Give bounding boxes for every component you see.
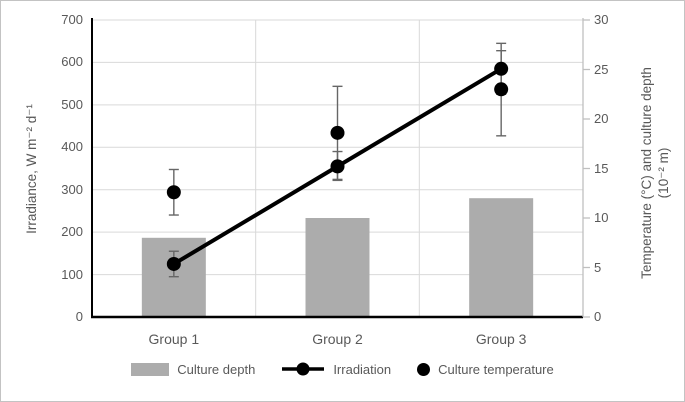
right-axis-tick-label-5: 5 [594,259,602,275]
right-axis-tick-label-30: 30 [594,12,609,27]
temperature-point-1 [166,185,181,200]
legend-item-irradiation: Irradiation [281,361,391,377]
irradiation-point-2 [330,159,345,174]
right-axis-tick-label-10: 10 [594,210,609,225]
temperature-point-2 [330,125,345,140]
legend-item-culture-temperature: Culture temperature [417,362,554,377]
right-axis-title: Temperature (°C) and culture depth (10⁻²… [638,1,672,358]
legend-item-culture-depth: Culture depth [131,362,255,377]
line-marker-icon [282,362,325,376]
left-axis-tick-label-300: 300 [61,181,83,197]
bar-swatch-icon [131,362,170,376]
left-axis-tick-label-100: 100 [61,266,83,282]
right-axis-title-line2: (10⁻² m) [656,147,671,199]
category-label-1: Group 1 [148,331,200,347]
left-axis-title: Irradiance, W m⁻² d⁻¹ [24,104,39,234]
bar-culture-depth-3 [469,198,534,317]
legend-label-irradiation: Irradiation [333,361,392,377]
right-axis-title-line1: Temperature (°C) and culture depth [639,67,654,279]
right-axis-tick-label-20: 20 [594,111,609,126]
irradiation-point-1 [166,256,181,271]
right-axis-tick-label-15: 15 [594,160,609,176]
left-axis-tick-label-600: 600 [61,54,83,70]
right-axis-tick-label-25: 25 [594,61,609,77]
left-axis-tick-label-200: 200 [61,224,83,240]
category-label-3: Group 3 [475,331,527,347]
bar-culture-depth-2 [305,218,370,317]
legend-label-culture-depth: Culture depth [177,361,256,377]
legend: Culture depth Irradiation Culture temper… [1,361,684,377]
dot-marker-icon [417,362,431,376]
left-axis-tick-label-400: 400 [61,139,83,155]
left-axis-tick-label-700: 700 [61,12,83,27]
irradiation-point-3 [494,61,509,76]
right-axis-tick-label-0: 0 [594,309,602,324]
temperature-point-3 [494,82,509,97]
legend-label-culture-temperature: Culture temperature [438,361,554,377]
left-axis-tick-label-0: 0 [75,309,83,324]
category-label-2: Group 2 [312,331,363,347]
left-axis-tick-label-500: 500 [61,96,83,112]
